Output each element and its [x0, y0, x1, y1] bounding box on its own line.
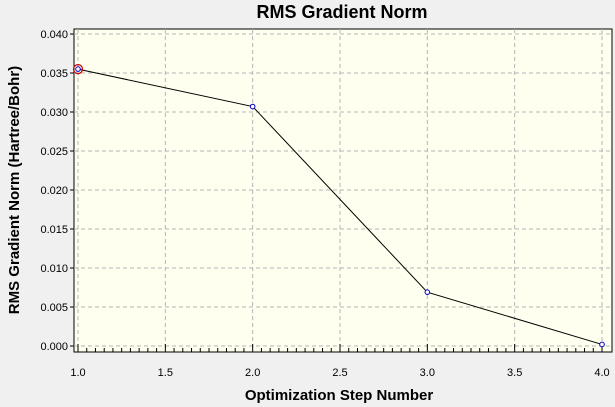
x-tick-label: 2.5 [332, 367, 347, 379]
x-tick-label: 1.0 [70, 367, 85, 379]
x-tick-label: 4.0 [594, 367, 609, 379]
x-tick-label: 3.0 [420, 367, 435, 379]
highlight-marker[interactable] [72, 63, 84, 75]
series-line [77, 68, 603, 345]
x-tick-label: 2.0 [245, 367, 260, 379]
data-point[interactable] [424, 289, 431, 295]
data-point[interactable] [599, 341, 605, 348]
data-point[interactable] [249, 103, 256, 110]
chart-title: RMS Gradient Norm [256, 2, 427, 22]
y-tick-label: 0.025 [40, 146, 68, 158]
axes: 0.000 0.005 0.010 0.015 0.020 0.025 0.030 0.035… [40, 29, 609, 379]
y-tick-label: 0.035 [40, 68, 68, 80]
x-axis-label: Optimization Step Number [245, 387, 434, 404]
x-tick-label: 3.5 [507, 367, 522, 379]
x-tick-label: 1.5 [158, 367, 173, 379]
y-tick-label: 0.030 [40, 107, 68, 119]
y-tick-label: 0.010 [40, 263, 68, 275]
grid-lines [74, 29, 612, 352]
y-tick-label: 0.040 [40, 29, 68, 41]
y-tick-label: 0.020 [40, 185, 68, 197]
data-series [72, 63, 605, 348]
y-tick-label: 0.000 [40, 341, 68, 353]
data-point[interactable] [75, 66, 81, 72]
y-tick-label: 0.015 [40, 224, 68, 236]
y-tick-label: 0.005 [40, 302, 68, 314]
y-axis-label: RMS Gradient Norm (Hartree/Bohr) [6, 66, 23, 314]
